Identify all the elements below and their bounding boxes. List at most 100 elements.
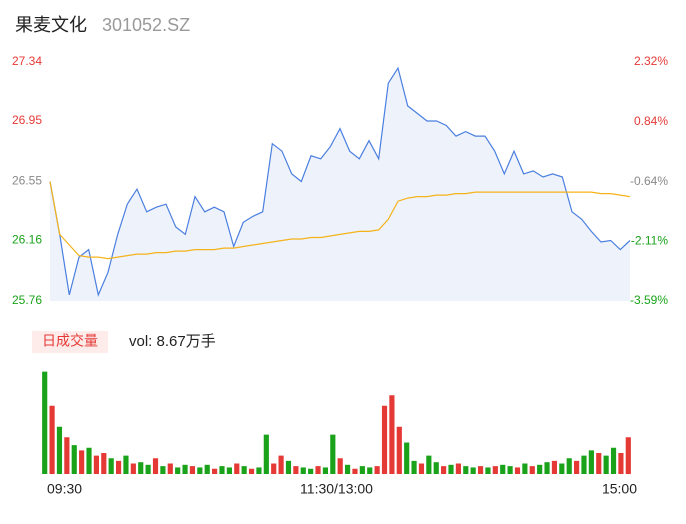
- volume-bar: [367, 467, 373, 474]
- volume-bar: [204, 464, 210, 474]
- volume-bar: [330, 434, 336, 474]
- volume-bar: [271, 463, 277, 474]
- volume-bar: [381, 405, 388, 474]
- price-area: [50, 68, 630, 301]
- volume-bar: [115, 460, 122, 474]
- volume-bar: [477, 466, 484, 474]
- volume-bar: [566, 458, 572, 474]
- y2-tick-label: -3.59%: [630, 293, 668, 307]
- x-tick-label: 15:00: [602, 481, 637, 497]
- volume-bar: [226, 467, 232, 474]
- volume-bar: [529, 466, 535, 474]
- volume-bar: [441, 466, 447, 474]
- volume-bar: [182, 464, 188, 474]
- volume-bar: [56, 426, 63, 474]
- volume-bar: [42, 371, 48, 474]
- volume-bar: [86, 447, 92, 474]
- volume-bar: [492, 466, 498, 474]
- volume-bar: [359, 466, 365, 474]
- y2-tick-label: -2.11%: [631, 233, 668, 247]
- volume-bar: [418, 463, 425, 474]
- volume-bar: [189, 466, 196, 474]
- y2-tick-label: -0.64%: [630, 174, 668, 188]
- volume-bar: [108, 458, 114, 474]
- volume-bar: [160, 466, 166, 474]
- volume-bar: [610, 447, 617, 474]
- volume-bar: [625, 437, 631, 474]
- volume-bar: [551, 460, 558, 474]
- volume-bar: [101, 453, 107, 474]
- volume-bar: [426, 455, 432, 474]
- volume-bar: [212, 468, 218, 474]
- volume-bar: [64, 437, 70, 474]
- volume-bar: [433, 462, 439, 474]
- volume-bar: [278, 455, 284, 474]
- volume-bar: [49, 405, 55, 474]
- price-line: [49, 66, 631, 297]
- volume-bar: [308, 468, 314, 474]
- volume-bar: [500, 464, 506, 474]
- volume-bar: [337, 458, 343, 474]
- volume-bar: [300, 467, 306, 474]
- y-tick-label: 26.55: [12, 174, 42, 188]
- volume-bar: [448, 464, 454, 474]
- volume-bar: [396, 426, 402, 474]
- volume-bar: [219, 466, 225, 474]
- volume-bar: [514, 467, 521, 474]
- volume-bar: [411, 460, 417, 474]
- volume-bar: [130, 463, 136, 474]
- volume-bar: [138, 462, 144, 474]
- volume-bar: [123, 455, 129, 474]
- y-tick-label: 26.16: [12, 233, 42, 247]
- volume-bar: [485, 467, 491, 474]
- y-tick-label: 25.76: [12, 293, 42, 307]
- volume-bar: [152, 458, 159, 474]
- volume-bar: [507, 466, 513, 474]
- volume-bar: [352, 468, 358, 474]
- volume-bar: [470, 467, 476, 474]
- volume-bar: [234, 463, 240, 474]
- volume-bar: [256, 467, 262, 474]
- y-tick-label: 27.34: [12, 54, 42, 68]
- volume-bar: [315, 466, 321, 474]
- volume-bar: [344, 464, 351, 474]
- volume-bar: [522, 463, 528, 474]
- volume-bar: [285, 460, 292, 474]
- volume-bar: [618, 453, 624, 474]
- volume-bar: [544, 462, 550, 474]
- volume-bar: [463, 466, 469, 474]
- average-line: [49, 181, 631, 260]
- volume-bar: [596, 453, 602, 474]
- volume-bar: [263, 434, 269, 474]
- y2-tick-label: 0.84%: [634, 114, 668, 128]
- volume-bar: [197, 467, 203, 474]
- volume-bar: [93, 455, 99, 474]
- volume-bar: [175, 467, 181, 474]
- volume-bar: [322, 467, 329, 474]
- volume-bar: [79, 450, 85, 474]
- y2-tick-label: 2.32%: [634, 54, 668, 68]
- volume-bar: [603, 455, 609, 474]
- volume-bar: [455, 463, 461, 474]
- x-tick-label: 11:30/13:00: [300, 481, 373, 497]
- volume-bar: [574, 460, 580, 474]
- volume-bar: [248, 468, 255, 474]
- volume-bar: [167, 463, 173, 474]
- x-tick-label: 09:30: [47, 481, 82, 497]
- volume-bar: [588, 450, 594, 474]
- volume-bar: [241, 466, 247, 474]
- volume-bar: [71, 445, 77, 474]
- volume-bar: [145, 464, 151, 474]
- volume-bar: [293, 466, 299, 474]
- volume-bar: [581, 455, 587, 474]
- volume-bar: [389, 395, 395, 474]
- volume-bar: [537, 464, 543, 474]
- volume-bar: [559, 463, 565, 474]
- volume-title: 日成交量: [42, 333, 98, 349]
- stock-code: 301052.SZ: [102, 15, 190, 35]
- stock-name: 果麦文化: [15, 15, 87, 35]
- volume-badge: [32, 331, 108, 353]
- volume-total: vol: 8.67万手: [129, 333, 216, 350]
- volume-bar: [374, 466, 380, 474]
